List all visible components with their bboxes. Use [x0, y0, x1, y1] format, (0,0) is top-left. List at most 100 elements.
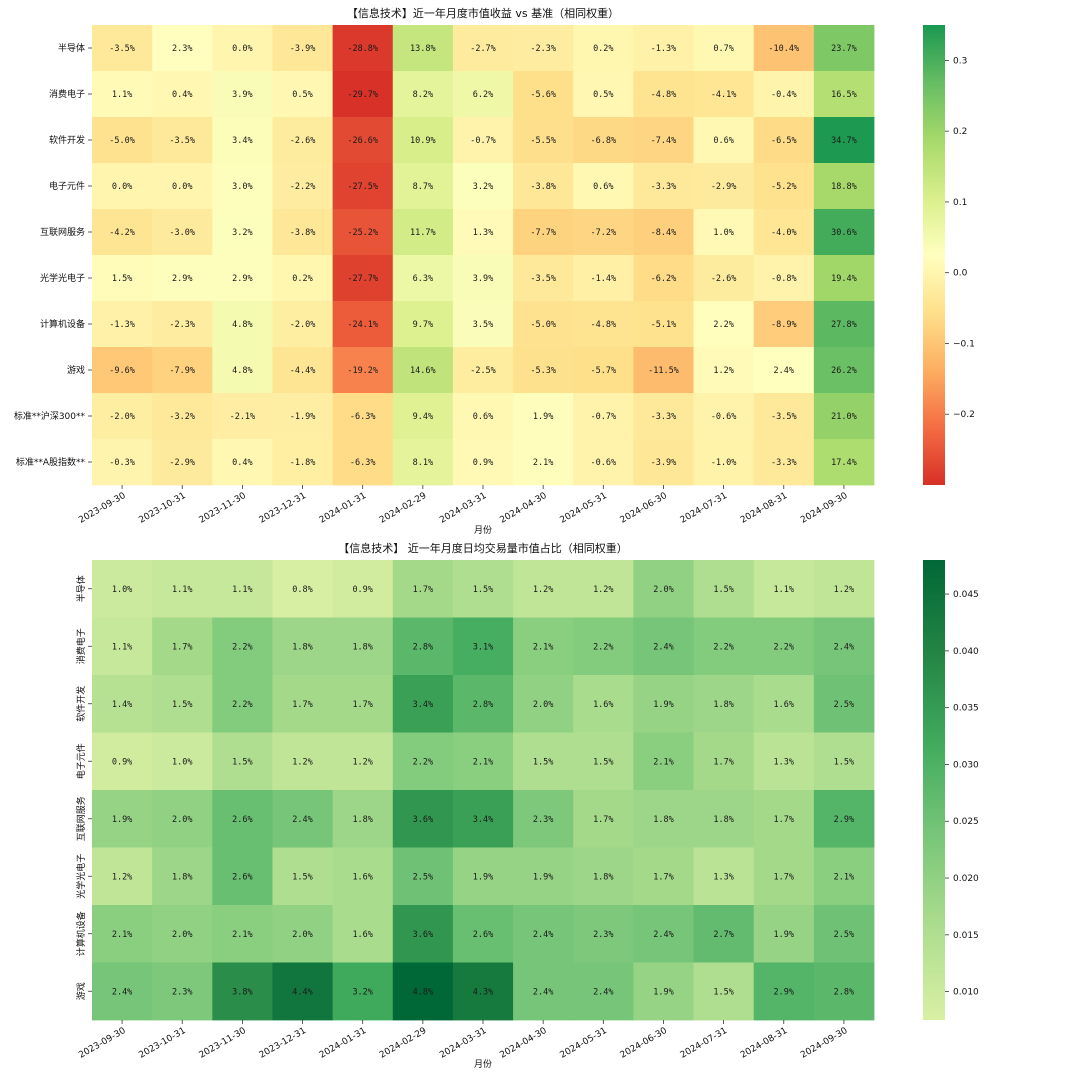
heatmap-cell [753, 163, 815, 210]
heatmap-cell [513, 847, 574, 906]
heatmap-cell [813, 393, 875, 440]
cell-value-label: -7.9% [169, 366, 195, 376]
cell-value-label: 2.4% [533, 987, 553, 997]
cell-value-label: -0.7% [591, 412, 617, 422]
heatmap-cell [392, 847, 454, 906]
heatmap-cell [332, 962, 394, 1021]
cell-value-label: 1.1% [774, 585, 794, 595]
cell-value-label: -8.9% [771, 320, 797, 330]
heatmap-cell [272, 675, 334, 733]
cell-value-label: -7.7% [530, 228, 556, 238]
heatmap-cell [452, 393, 514, 440]
cell-value-label: 1.1% [172, 585, 192, 595]
cell-value-label: 2.4% [533, 930, 553, 940]
cell-value-label: 0.4% [232, 458, 252, 468]
y-tick-label: 标准**沪深300** [14, 410, 86, 422]
heatmap-cell [813, 790, 875, 848]
cell-value-label: 2.6% [232, 872, 252, 882]
cell-value-label: 1.5% [232, 757, 252, 767]
heatmap-cell [332, 117, 394, 164]
heatmap-cell [753, 962, 815, 1021]
cell-value-label: 3.6% [413, 930, 433, 940]
heatmap-cell [92, 163, 153, 210]
cell-value-label: 1.8% [292, 642, 312, 652]
heatmap-cell [152, 393, 213, 440]
cell-value-label: 0.9% [352, 585, 372, 595]
heatmap-cell [693, 847, 755, 906]
cell-value-label: 3.2% [232, 228, 252, 238]
heatmap-cell [392, 393, 454, 440]
cell-value-label: 23.7% [831, 44, 857, 54]
cell-value-label: -27.7% [347, 274, 378, 284]
cell-value-label: 0.2% [593, 44, 613, 54]
cell-value-label: 2.0% [292, 930, 312, 940]
cell-value-label: 2.8% [473, 700, 493, 710]
cell-value-label: 1.9% [533, 412, 553, 422]
cell-value-label: 1.7% [292, 700, 312, 710]
heatmap-cell [693, 209, 755, 256]
heatmap-cell [813, 732, 875, 791]
colorbar-tick-label: 0.030 [953, 760, 979, 770]
y-tick-label: 标准**A股指数** [16, 456, 86, 468]
heatmap-cell [332, 439, 394, 486]
cell-value-label: -3.2% [169, 412, 195, 422]
cell-value-label: -2.3% [169, 320, 195, 330]
cell-value-label: 1.8% [713, 815, 733, 825]
cell-value-label: -2.3% [530, 44, 556, 54]
cell-value-label: 9.7% [413, 320, 433, 330]
cell-value-label: 2.2% [232, 700, 252, 710]
heatmap-cell [633, 393, 694, 440]
cell-value-label: 2.2% [413, 757, 433, 767]
heatmap-cell [152, 617, 213, 676]
heatmap-cell [513, 560, 574, 618]
heatmap-cell [573, 255, 634, 302]
cell-value-label: 2.1% [473, 757, 493, 767]
cell-value-label: 2.4% [834, 642, 854, 652]
cell-value-label: 1.1% [112, 90, 132, 100]
colorbar-tick-label: 0.1 [953, 198, 967, 208]
heatmap-cell [392, 732, 454, 791]
cell-value-label: 0.5% [593, 90, 613, 100]
cell-value-label: 0.6% [473, 412, 493, 422]
heatmap-cell [753, 732, 815, 791]
x-tick-label: 2024-08-31 [739, 491, 789, 526]
heatmap-cell [813, 117, 875, 164]
cell-value-label: 30.6% [831, 228, 857, 238]
heatmap-cell [92, 255, 153, 302]
cell-value-label: 8.7% [413, 182, 433, 192]
cell-value-label: 2.3% [172, 987, 192, 997]
cell-value-label: -2.6% [711, 274, 737, 284]
heatmap-cell [212, 255, 273, 302]
heatmap-cell [272, 209, 334, 256]
cell-value-label: -6.3% [350, 458, 376, 468]
y-tick-label: 光学光电子 [40, 272, 85, 284]
chart-title: 【信息技术】 近一年月度日均交易量市值占比（相同权重） [338, 541, 628, 555]
cell-value-label: 2.0% [653, 585, 673, 595]
heatmap-cell [753, 675, 815, 733]
heatmap-cell [332, 25, 394, 72]
colorbar-tick-label: −0.2 [953, 410, 975, 420]
heatmap-cell [573, 732, 634, 791]
heatmap-cell [332, 209, 394, 256]
heatmap-cell [152, 560, 213, 618]
cell-value-label: 2.1% [533, 642, 553, 652]
cell-value-label: 13.8% [410, 44, 436, 54]
x-tick-label: 2023-12-31 [258, 491, 308, 526]
cell-value-label: 1.5% [593, 757, 613, 767]
heatmap-cell [272, 347, 334, 394]
heatmap-cell [753, 439, 815, 486]
y-tick-label: 互联网服务 [75, 796, 87, 841]
cell-value-label: 2.4% [112, 987, 132, 997]
heatmap-cell [212, 393, 273, 440]
heatmap-cell [392, 301, 454, 348]
cell-value-label: 2.8% [834, 987, 854, 997]
chart-title: 【信息技术】近一年月度市值收益 vs 基准（相同权重） [347, 6, 619, 20]
heatmap-cell [392, 962, 454, 1021]
cell-value-label: 3.2% [473, 182, 493, 192]
heatmap-cell [513, 905, 574, 963]
cell-value-label: 1.6% [352, 930, 372, 940]
heatmap-cell [272, 301, 334, 348]
heatmap-cell [212, 71, 273, 118]
colorbar-tick-label: 0.020 [953, 874, 979, 884]
y-tick-label: 消费电子 [75, 628, 87, 664]
